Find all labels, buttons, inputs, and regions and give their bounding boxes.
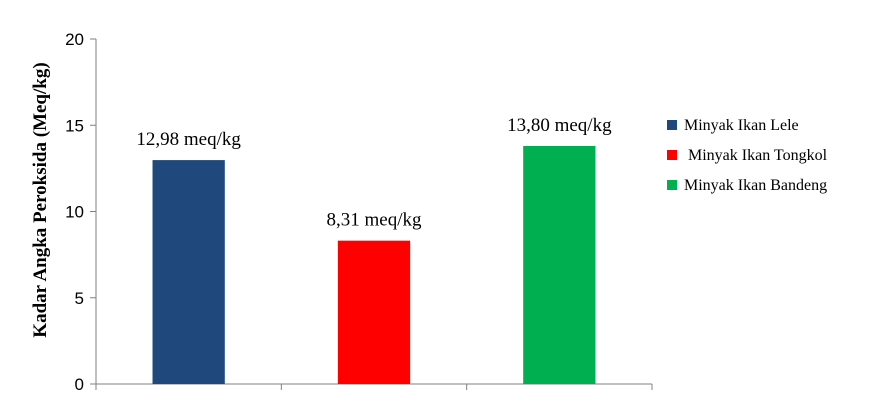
legend-swatch bbox=[667, 120, 677, 130]
y-tick-label: 20 bbox=[65, 30, 84, 49]
bar bbox=[337, 240, 411, 384]
y-tick-label: 0 bbox=[75, 375, 84, 394]
y-tick-label: 10 bbox=[65, 203, 84, 222]
legend: Minyak Ikan Lele Minyak Ikan Tongkol Miny… bbox=[667, 117, 828, 194]
y-tick-label: 15 bbox=[65, 116, 84, 135]
data-label: 13,80 meq/kg bbox=[507, 115, 612, 136]
legend-swatch bbox=[667, 180, 677, 190]
data-label: 8,31 meq/kg bbox=[327, 210, 422, 231]
y-axis-title-group: Kadar Angka Peroksida (Meq/kg) bbox=[30, 62, 51, 337]
legend-label: Minyak Ikan Lele bbox=[684, 117, 799, 134]
bar bbox=[523, 145, 596, 384]
data-labels: 12,98 meq/kg 8,31 meq/kg 13,80 meq/kg bbox=[136, 115, 612, 231]
legend-label: Minyak Ikan Tongkol bbox=[684, 147, 828, 164]
legend-label: Minyak Ikan Bandeng bbox=[684, 177, 827, 194]
bars bbox=[152, 145, 596, 384]
legend-swatch bbox=[667, 150, 677, 160]
data-label: 12,98 meq/kg bbox=[136, 129, 241, 150]
bar bbox=[152, 160, 225, 384]
y-tick-label: 5 bbox=[75, 289, 84, 308]
y-axis-title: Kadar Angka Peroksida (Meq/kg) bbox=[30, 62, 51, 337]
